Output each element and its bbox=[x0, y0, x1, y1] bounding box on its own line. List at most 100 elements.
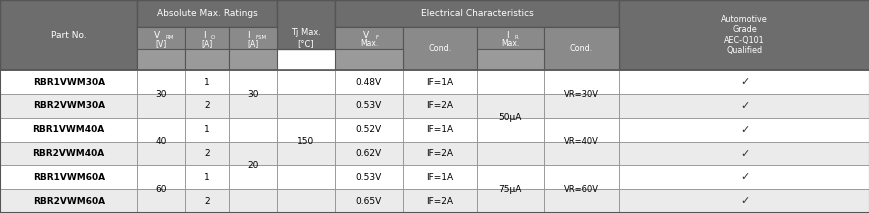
Text: 1: 1 bbox=[204, 173, 209, 182]
Text: 60: 60 bbox=[156, 185, 167, 194]
Text: Part No.: Part No. bbox=[50, 31, 87, 40]
Text: FSM: FSM bbox=[255, 35, 267, 40]
Bar bbox=[476, 142, 543, 166]
Bar bbox=[402, 118, 476, 142]
Bar bbox=[276, 189, 335, 213]
Bar bbox=[229, 142, 276, 166]
Text: 0.62V: 0.62V bbox=[355, 149, 381, 158]
Text: Cond.: Cond. bbox=[428, 44, 451, 53]
Bar bbox=[476, 94, 543, 118]
Text: RM: RM bbox=[166, 35, 174, 40]
Bar bbox=[276, 142, 335, 166]
Text: 2: 2 bbox=[204, 101, 209, 111]
Bar bbox=[229, 142, 276, 166]
Text: Electrical Characteristics: Electrical Characteristics bbox=[421, 9, 533, 18]
Bar bbox=[543, 70, 619, 94]
Text: VR=60V: VR=60V bbox=[563, 185, 599, 194]
Bar bbox=[476, 166, 543, 189]
Bar bbox=[402, 27, 476, 70]
Bar bbox=[476, 142, 543, 166]
Text: IF=1A: IF=1A bbox=[426, 78, 453, 87]
Text: V: V bbox=[362, 31, 369, 40]
Text: ✓: ✓ bbox=[740, 125, 748, 135]
Bar bbox=[229, 49, 276, 70]
Bar bbox=[276, 94, 335, 118]
Bar bbox=[185, 166, 229, 189]
Bar bbox=[276, 70, 335, 94]
Text: Max.: Max. bbox=[501, 39, 519, 48]
Text: IF=1A: IF=1A bbox=[426, 173, 453, 182]
Bar bbox=[276, 118, 335, 142]
Bar bbox=[276, 189, 335, 213]
Bar bbox=[137, 166, 185, 189]
Bar bbox=[276, 118, 335, 142]
Bar bbox=[619, 118, 869, 142]
Bar bbox=[476, 189, 543, 213]
Bar bbox=[276, 70, 335, 94]
Bar bbox=[229, 94, 276, 118]
Text: Automotive
Grade
AEC-Q101
Qualified: Automotive Grade AEC-Q101 Qualified bbox=[720, 15, 767, 55]
Text: RBR2VWM30A: RBR2VWM30A bbox=[33, 101, 104, 111]
Bar bbox=[543, 189, 619, 213]
Bar bbox=[137, 166, 185, 189]
Bar bbox=[0, 166, 137, 189]
Text: I: I bbox=[247, 31, 249, 40]
Bar bbox=[229, 70, 276, 94]
Text: I: I bbox=[506, 31, 508, 40]
Bar bbox=[543, 118, 619, 142]
Bar bbox=[276, 166, 335, 189]
Bar bbox=[476, 189, 543, 213]
Bar bbox=[335, 118, 402, 142]
Text: RBR1VWM60A: RBR1VWM60A bbox=[33, 173, 104, 182]
Text: 2: 2 bbox=[204, 197, 209, 206]
Bar bbox=[137, 0, 276, 27]
Bar bbox=[335, 166, 402, 189]
Text: I: I bbox=[202, 31, 206, 40]
Bar bbox=[137, 142, 185, 166]
Bar bbox=[335, 49, 402, 70]
Text: VR=40V: VR=40V bbox=[563, 137, 599, 146]
Text: 50μA: 50μA bbox=[498, 113, 521, 122]
Bar bbox=[185, 49, 229, 70]
Bar bbox=[476, 94, 543, 118]
Bar bbox=[276, 142, 335, 166]
Bar bbox=[476, 70, 543, 94]
Bar bbox=[229, 166, 276, 189]
Bar bbox=[137, 49, 185, 70]
Text: 150: 150 bbox=[297, 137, 314, 146]
Bar bbox=[543, 189, 619, 213]
Text: RBR2VWM60A: RBR2VWM60A bbox=[33, 197, 104, 206]
Text: 0.53V: 0.53V bbox=[355, 101, 381, 111]
Bar bbox=[0, 0, 137, 70]
Text: 1: 1 bbox=[204, 78, 209, 87]
Bar bbox=[476, 166, 543, 189]
Bar bbox=[335, 0, 619, 27]
Text: 75μA: 75μA bbox=[498, 185, 521, 194]
Bar bbox=[137, 94, 185, 118]
Bar bbox=[0, 142, 137, 166]
Bar bbox=[229, 189, 276, 213]
Text: 30: 30 bbox=[247, 90, 258, 99]
Bar bbox=[137, 189, 185, 213]
Text: RBR2VWM40A: RBR2VWM40A bbox=[32, 149, 105, 158]
Bar bbox=[402, 166, 476, 189]
Text: IF=2A: IF=2A bbox=[426, 149, 453, 158]
Text: 30: 30 bbox=[156, 90, 167, 99]
Bar bbox=[476, 49, 543, 70]
Bar bbox=[137, 189, 185, 213]
Text: 0.65V: 0.65V bbox=[355, 197, 381, 206]
Bar bbox=[402, 94, 476, 118]
Bar bbox=[185, 27, 229, 49]
Bar bbox=[229, 94, 276, 118]
Bar bbox=[476, 70, 543, 94]
Bar bbox=[476, 27, 543, 49]
Bar bbox=[619, 142, 869, 166]
Text: [V]: [V] bbox=[156, 39, 167, 48]
Bar bbox=[543, 94, 619, 118]
Bar bbox=[229, 118, 276, 142]
Bar bbox=[276, 94, 335, 118]
Text: 1: 1 bbox=[204, 125, 209, 134]
Text: IF=1A: IF=1A bbox=[426, 125, 453, 134]
Text: Max.: Max. bbox=[360, 39, 377, 48]
Bar bbox=[229, 166, 276, 189]
